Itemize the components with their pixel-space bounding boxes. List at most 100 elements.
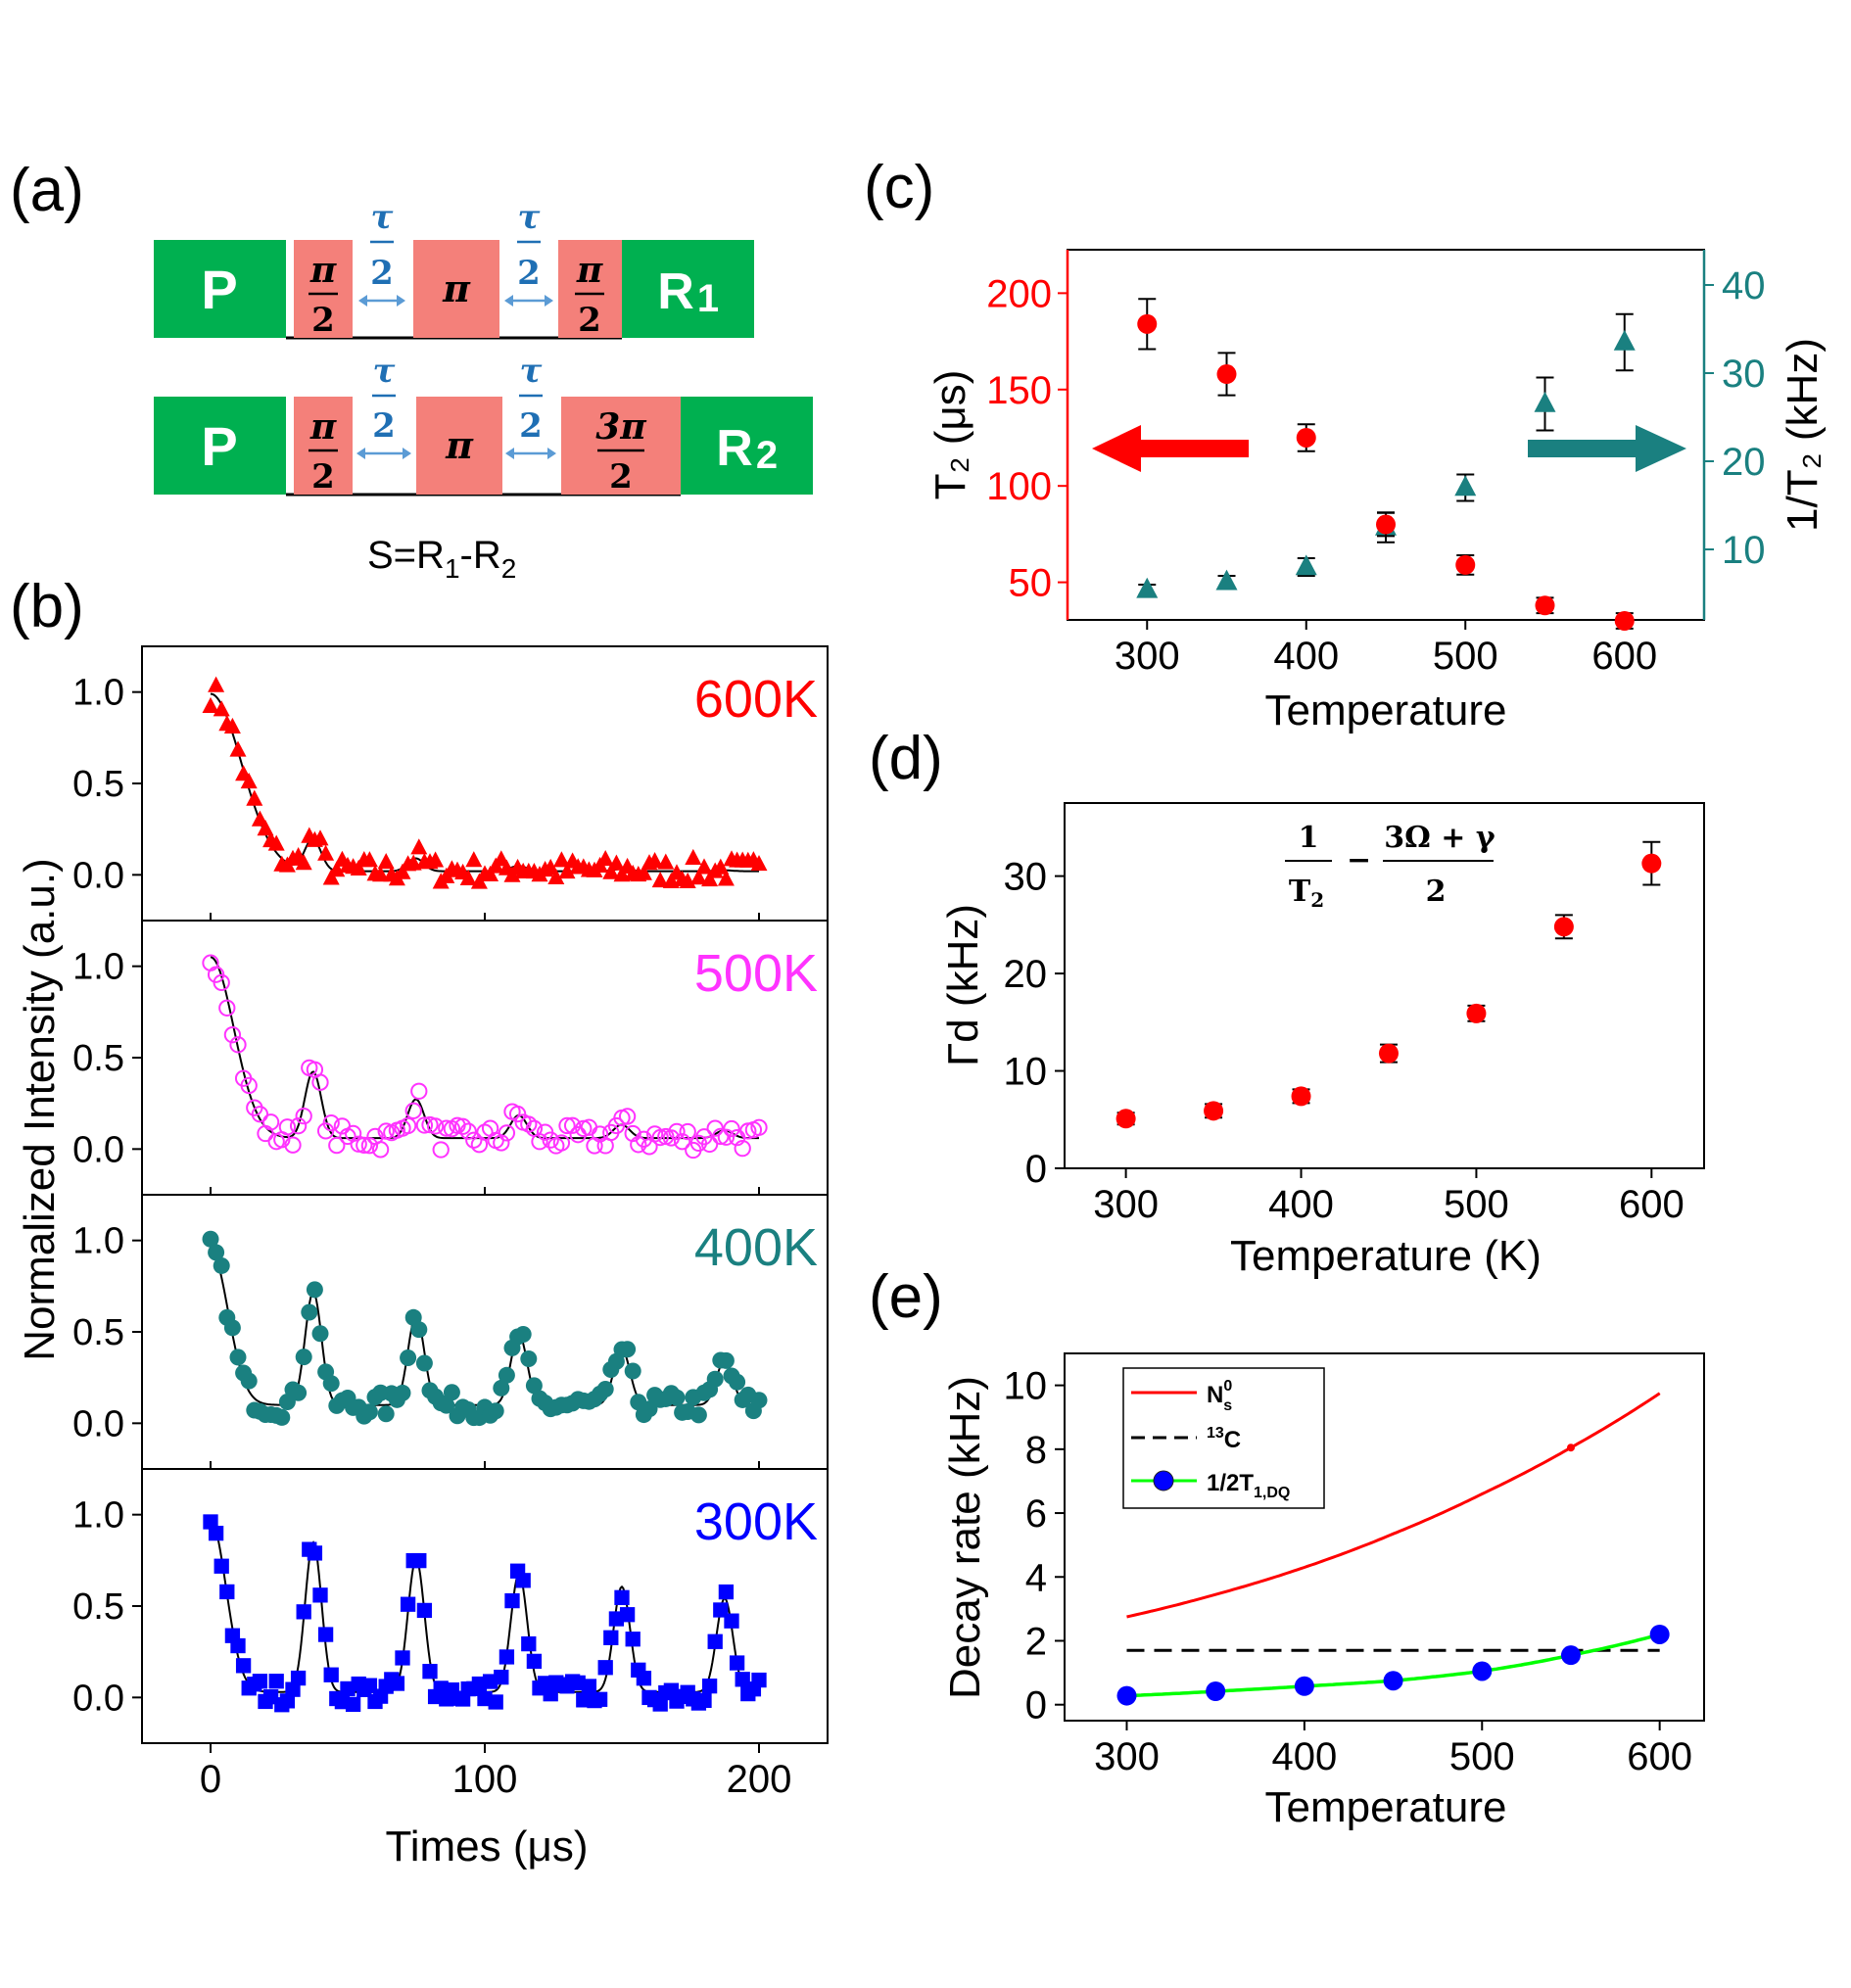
- chart-b-point: [229, 1349, 247, 1366]
- svg-text:3π: 3π: [595, 406, 646, 448]
- chart-b-point: [525, 1377, 543, 1395]
- chart-b-point: [208, 676, 225, 692]
- svg-text:τ: τ: [520, 352, 543, 391]
- chart-e-ytick-label: 8: [1025, 1429, 1047, 1472]
- chart-e-point-dq: [1383, 1671, 1403, 1691]
- chart-b-xtick-label: 100: [452, 1758, 518, 1801]
- chart-b-point: [285, 1681, 301, 1697]
- chart-b-point: [521, 1635, 537, 1652]
- chart-b-point: [372, 866, 390, 882]
- chart-b-point: [240, 773, 258, 789]
- chart-b-point: [279, 1693, 296, 1709]
- svg-text:2: 2: [519, 406, 543, 446]
- seq2-tau-1: τ 2: [356, 352, 411, 459]
- chart-b-point: [328, 1136, 346, 1155]
- chart-b-point: [356, 1136, 373, 1155]
- svg-text:2: 2: [517, 254, 541, 293]
- svg-text:2: 2: [756, 434, 778, 477]
- chart-c-frame: [1067, 249, 1705, 621]
- chart-b-point: [619, 1341, 637, 1358]
- chart-b-point: [494, 1669, 509, 1685]
- chart-e-xtick-label: 300: [1094, 1735, 1160, 1778]
- chart-b-point: [515, 1573, 531, 1588]
- chart-b-point: [668, 1122, 686, 1141]
- chart-b-point: [218, 999, 236, 1017]
- seq2-pi-half-pulse: [294, 397, 353, 495]
- chart-b-point: [685, 848, 702, 866]
- chart-b-point: [268, 1674, 284, 1689]
- chart-b-point: [729, 1373, 746, 1391]
- chart-d-xtick-label: 400: [1268, 1183, 1334, 1226]
- chart-b-point: [465, 1131, 483, 1149]
- chart-b-point: [350, 859, 367, 876]
- chart-b-point: [729, 1655, 745, 1671]
- chart-b-point: [493, 1379, 510, 1396]
- svg-text:R: R: [657, 263, 694, 320]
- chart-b-point: [700, 1135, 719, 1154]
- svg-text:3Ω + γ: 3Ω + γ: [1384, 821, 1495, 855]
- chart-b-point: [410, 838, 428, 855]
- chart-b-ytick-label: 0.0: [72, 1403, 124, 1444]
- chart-b-point: [614, 1589, 630, 1605]
- chart-b-fit-line: [210, 956, 759, 1140]
- svg-text:2: 2: [578, 301, 601, 340]
- chart-c-ytick-right-label: 10: [1722, 529, 1766, 572]
- seq2-three-pi-half-pulse: [561, 397, 681, 495]
- chart-b-point: [470, 873, 488, 889]
- chart-c-xtick-label: 600: [1591, 635, 1657, 678]
- chart-b-point: [689, 869, 707, 885]
- svg-text:2: 2: [311, 301, 335, 340]
- chart-b-point: [734, 1139, 751, 1158]
- chart-b-point: [252, 1674, 268, 1689]
- chart-b-point: [526, 1653, 543, 1670]
- chart-b-point: [542, 858, 559, 875]
- chart-d-point: [1291, 1086, 1311, 1107]
- svg-text:1: 1: [1299, 821, 1319, 855]
- chart-b-point: [707, 1633, 723, 1649]
- chart-b-point: [453, 1117, 472, 1135]
- chart-e-xtick-label: 500: [1449, 1735, 1515, 1778]
- chart-b-point: [679, 1122, 696, 1141]
- chart-b-point: [400, 1596, 416, 1612]
- chart-b-point: [558, 1116, 576, 1135]
- chart-b-point: [214, 1558, 229, 1574]
- chart-b-point: [415, 1354, 433, 1372]
- chart-b-point: [498, 1124, 516, 1142]
- svg-text:π: π: [309, 406, 337, 448]
- svg-text:2: 2: [311, 457, 335, 497]
- chart-b-point: [438, 1119, 455, 1137]
- chart-b-point: [488, 1694, 503, 1710]
- chart-b-point: [400, 1349, 417, 1367]
- chart-b-ytick-label: 0.5: [72, 764, 124, 805]
- chart-c-ytick-label: 150: [986, 369, 1052, 412]
- chart-b-point: [498, 1366, 515, 1384]
- chart-c-xtick-label: 300: [1115, 635, 1180, 678]
- chart-b-point: [651, 871, 669, 888]
- svg-text:P: P: [201, 415, 237, 477]
- chart-b-xtick-label: 200: [727, 1758, 792, 1801]
- chart-d-point: [1204, 1101, 1224, 1121]
- chart-b-point: [751, 1672, 767, 1688]
- chart-b-series-label: 500K: [694, 944, 818, 1003]
- chart-d-point: [1641, 853, 1662, 874]
- chart-b-point: [246, 789, 263, 806]
- chart-b-point: [311, 1325, 329, 1343]
- chart-b-point: [213, 700, 230, 717]
- chart-b-point: [328, 861, 346, 877]
- svg-text:2: 2: [372, 406, 396, 446]
- chart-b-fit-line: [210, 1519, 759, 1693]
- seq2-readout-pulse: [681, 397, 813, 495]
- chart-e-frame: [1064, 1352, 1705, 1722]
- chart-b-point: [223, 717, 241, 734]
- chart-b-point: [219, 1584, 235, 1600]
- chart-b-subplot-300K: 0.0 0.5 1.0 0 100 200 300K: [72, 1468, 829, 1801]
- chart-b-point: [345, 1696, 361, 1713]
- chart-b-point: [596, 1380, 614, 1397]
- chart-e-point-dq: [1116, 1685, 1137, 1706]
- chart-c-point-inverse: [1295, 554, 1317, 576]
- chart-b-point: [208, 1244, 225, 1261]
- chart-b-point: [323, 1667, 339, 1682]
- chart-b-point: [301, 1303, 318, 1321]
- chart-b-point: [377, 1405, 395, 1423]
